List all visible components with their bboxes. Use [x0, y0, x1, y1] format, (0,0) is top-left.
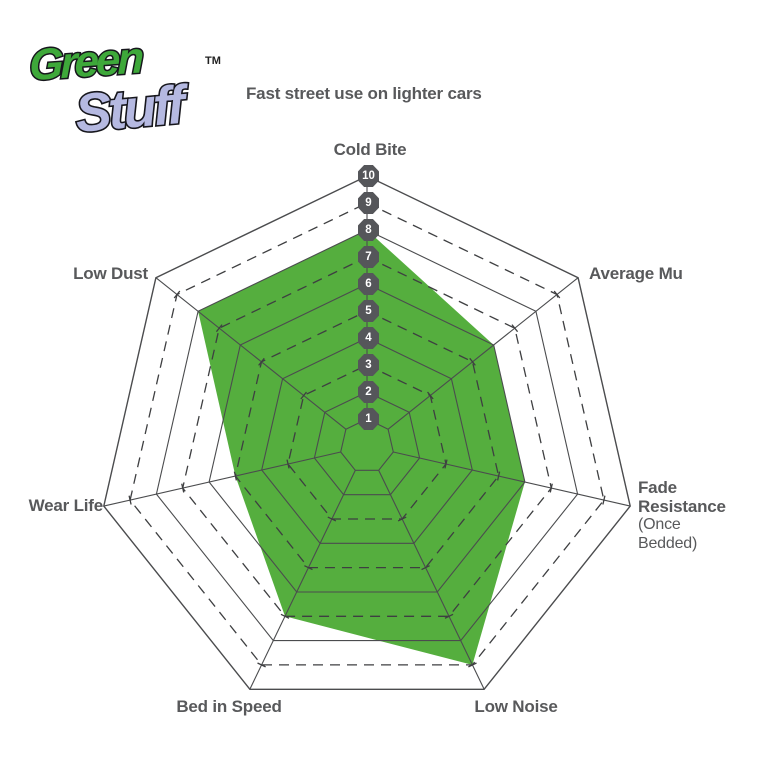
- axis-label-cold-bite: Cold Bite: [333, 140, 407, 160]
- greenstuff-logo: Green Stuff TM: [28, 32, 221, 146]
- chart-subtitle: Fast street use on lighter cars: [246, 84, 482, 103]
- grid-ring-dashed: [287, 364, 447, 520]
- axis-label-low-noise: Low Noise: [474, 697, 558, 717]
- ring-tick: [444, 459, 448, 469]
- ring-tick: [469, 357, 476, 366]
- ring-tick: [602, 495, 606, 505]
- scale-badge-10: 10: [358, 165, 379, 187]
- trademark-symbol: TM: [205, 55, 221, 67]
- axis-spoke: [378, 470, 485, 690]
- ring-tick: [128, 495, 132, 505]
- ring-tick: [300, 391, 307, 400]
- axis-label-text: Cold Bite: [333, 140, 407, 159]
- axis-label-text: Fade Resistance: [638, 478, 726, 516]
- ring-tick: [280, 613, 290, 619]
- grid-ring-solid: [313, 391, 421, 496]
- grid-ring-dashed: [129, 202, 605, 666]
- axis-spoke: [249, 470, 356, 690]
- scale-badge-8: 8: [358, 219, 379, 241]
- scale-badge-9: 9: [358, 192, 379, 214]
- ring-tick: [181, 483, 185, 493]
- axis-label-text: Low Dust: [73, 263, 148, 283]
- grid-ring-dashed: [234, 310, 500, 569]
- grid-ring-solid: [155, 229, 579, 642]
- axis-spoke: [103, 451, 341, 507]
- data-polygon: [198, 230, 525, 665]
- ring-tick: [215, 324, 223, 333]
- scale-badge-3: 3: [358, 354, 379, 376]
- axis-label-average-mu: Average Mu: [589, 263, 683, 284]
- grid-ring-solid: [208, 283, 526, 593]
- ring-tick: [304, 565, 313, 571]
- ring-tick: [427, 391, 434, 400]
- grid-ring-dashed: [181, 256, 553, 617]
- axis-spoke: [393, 451, 631, 507]
- ring-tick: [553, 290, 561, 299]
- ring-tick: [173, 290, 181, 299]
- scale-badge-2: 2: [358, 381, 379, 403]
- scale-badge-4: 4: [358, 327, 379, 349]
- axis-spoke: [387, 277, 579, 430]
- ring-tick: [421, 565, 430, 571]
- logo-word-stuff: Stuff: [73, 74, 193, 144]
- scale-badge-5: 5: [358, 300, 379, 322]
- axis-label-text: Low Noise: [474, 697, 558, 716]
- ring-tick: [397, 516, 407, 522]
- axis-label-wear-life: Wear Life: [28, 495, 104, 516]
- axis-spoke: [155, 277, 347, 430]
- ring-tick: [257, 662, 266, 668]
- axis-label-fade-resistance: Fade Resistance (Once Bedded): [638, 478, 738, 553]
- axis-label-text: Bed in Speed: [176, 697, 282, 716]
- ring-tick: [327, 516, 337, 522]
- ring-tick: [444, 613, 454, 619]
- axis-label-text: Average Mu: [589, 263, 683, 283]
- axis-label-low-dust: Low Dust: [73, 263, 148, 284]
- scale-badge-7: 7: [358, 246, 379, 268]
- axis-sublabel-text: (Once Bedded): [638, 516, 698, 552]
- ring-tick: [286, 459, 290, 469]
- grid-ring-solid: [261, 337, 473, 544]
- grid-ring-solid: [340, 418, 394, 471]
- ring-tick: [258, 357, 265, 366]
- ring-tick: [511, 324, 519, 333]
- ring-tick: [549, 483, 553, 493]
- axis-label-bed-in-speed: Bed in Speed: [176, 697, 282, 717]
- ring-tick: [468, 662, 477, 668]
- axis-label-text: Wear Life: [28, 495, 104, 515]
- scale-badge-1: 1: [358, 408, 379, 430]
- ring-tick: [496, 471, 501, 481]
- grid-ring-solid: [103, 175, 631, 690]
- ring-tick: [233, 471, 238, 481]
- scale-badge-6: 6: [358, 273, 379, 295]
- logo-word-green: Green: [29, 33, 143, 90]
